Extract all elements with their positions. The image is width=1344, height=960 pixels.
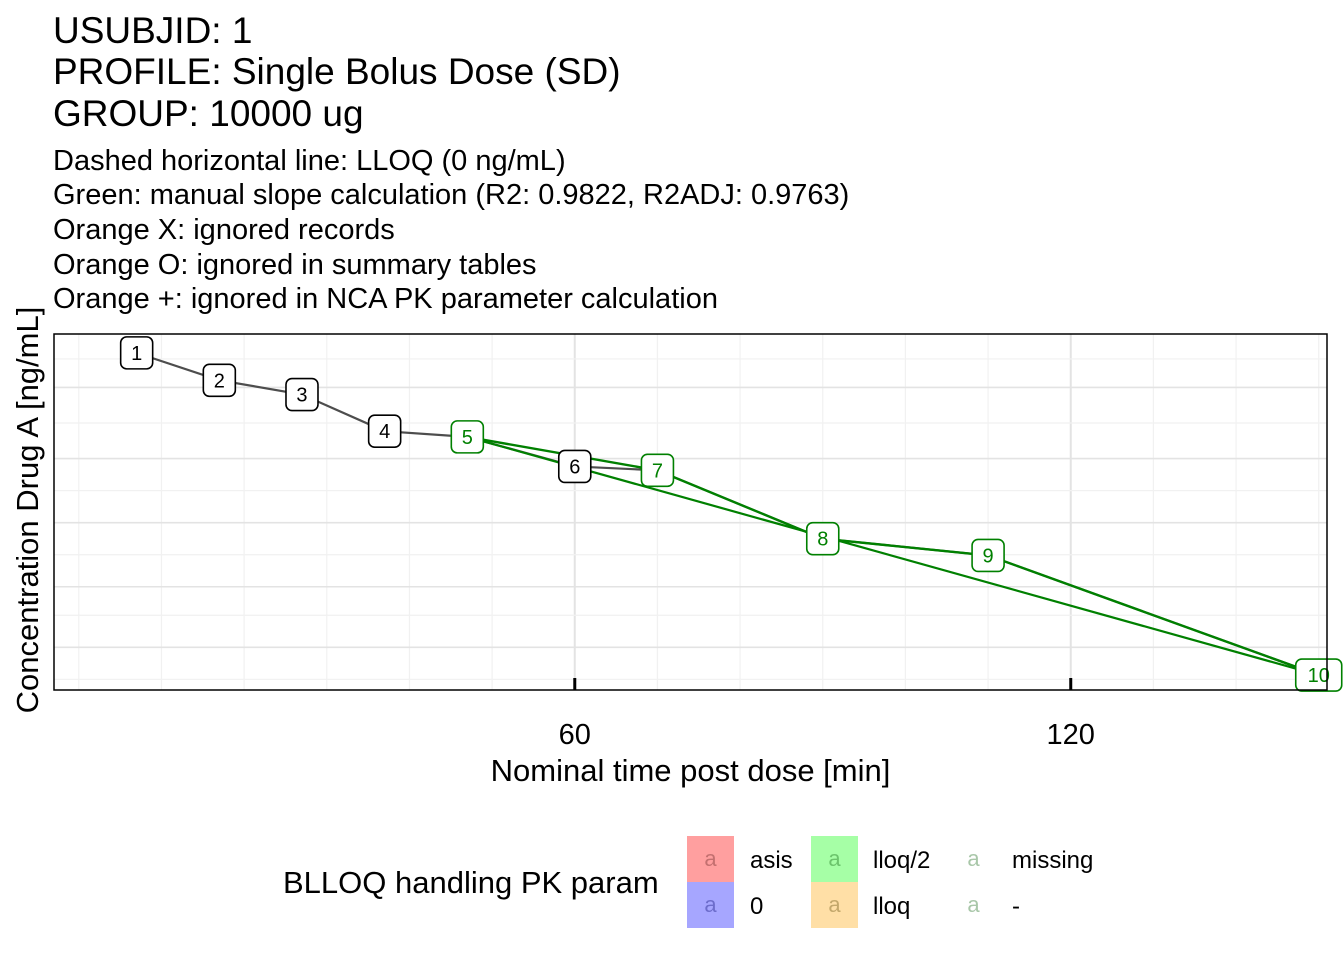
legend-title: BLLOQ handling PK param (283, 865, 659, 900)
point-label-box (450, 420, 485, 454)
legend-entry-6: a- (950, 882, 1020, 928)
point-label-box (119, 336, 154, 370)
panel-border (53, 333, 1328, 691)
legend-key (950, 882, 997, 928)
legend-label: - (1012, 893, 1020, 920)
point-label-text: 6 (569, 456, 580, 478)
x-axis-title: Nominal time post dose [min] (491, 753, 891, 788)
point-label-box (202, 363, 237, 398)
point-label-box (285, 377, 319, 412)
data-point-label-2: 2 (202, 363, 237, 398)
legend-entry-3: a lloq/2 (811, 836, 930, 882)
data-point-labels: 1 2 3 4 5 6 7 8 9 10 (119, 336, 1343, 692)
point-label-text: 9 (983, 545, 994, 567)
data-point-label-3: 3 (285, 377, 319, 412)
legend-key (811, 836, 858, 882)
x-tick-label: 120 (1047, 719, 1095, 751)
point-label-text: 7 (652, 460, 663, 482)
plot-subtitle-line-2: Green: manual slope calculation (R2: 0.9… (53, 179, 850, 211)
legend-label: lloq (873, 893, 910, 920)
legend-key-glyph: a (704, 846, 717, 871)
point-label-text: 3 (296, 385, 307, 407)
legend-label: 0 (750, 893, 763, 920)
legend-entry-1: a asis (687, 836, 793, 882)
x-tick-label: 60 (559, 719, 591, 751)
legend-entry-4: a lloq (811, 882, 910, 928)
plot-subtitle-line-5: Orange +: ignored in NCA PK parameter ca… (53, 283, 718, 315)
plot-subtitle-line-1: Dashed horizontal line: LLOQ (0 ng/mL) (53, 145, 566, 177)
data-point-label-9: 9 (971, 538, 1005, 573)
slope-fit-line (467, 435, 1320, 677)
data-point-label-1: 1 (119, 336, 154, 370)
legend-key-glyph: a (967, 846, 980, 871)
legend-label: asis (750, 847, 793, 874)
data-point-label-8: 8 (805, 521, 840, 556)
legend-label: missing (1012, 847, 1093, 874)
plot-title-line-3: GROUP: 10000 ug (53, 93, 364, 134)
plot-subtitle-line-4: Orange O: ignored in summary tables (53, 249, 537, 281)
y-axis-title: Concentration Drug A [ng/mL] (10, 307, 45, 714)
legend-key-glyph: a (704, 892, 717, 917)
legend-key-glyph: a (967, 892, 980, 917)
point-label-text: 1 (131, 343, 142, 365)
plot-subtitle-line-3: Orange X: ignored records (53, 214, 395, 246)
point-label-text: 5 (462, 427, 473, 449)
point-label-text: 8 (817, 529, 828, 551)
legend-key (950, 836, 997, 882)
x-axis: 60 120 (559, 678, 1095, 751)
data-point-label-5: 5 (450, 420, 485, 454)
point-label-box (640, 453, 675, 488)
legend-entry-5: a missing (950, 836, 1093, 882)
point-label-box (1294, 658, 1343, 692)
point-label-box (367, 414, 402, 448)
point-label-text: 10 (1308, 665, 1330, 687)
data-point-label-4: 4 (367, 414, 402, 448)
data-point-label-10: 10 (1294, 658, 1343, 692)
point-label-box (557, 449, 592, 484)
legend-label: lloq/2 (873, 847, 930, 874)
legend-key (811, 882, 858, 928)
legend-key-glyph: a (828, 846, 841, 871)
legend-key (687, 882, 734, 928)
legend-key-glyph: a (828, 892, 841, 917)
point-label-text: 4 (379, 421, 390, 443)
point-label-text: 2 (214, 370, 225, 392)
point-label-box (971, 538, 1005, 573)
plot-title-line-2: PROFILE: Single Bolus Dose (SD) (53, 51, 621, 92)
point-label-box (805, 521, 840, 556)
plot-title-line-1: USUBJID: 1 (53, 10, 253, 51)
legend-key (687, 836, 734, 882)
grid-lines (54, 334, 1327, 690)
data-point-label-7: 7 (640, 453, 675, 488)
data-point-label-6: 6 (557, 449, 592, 484)
